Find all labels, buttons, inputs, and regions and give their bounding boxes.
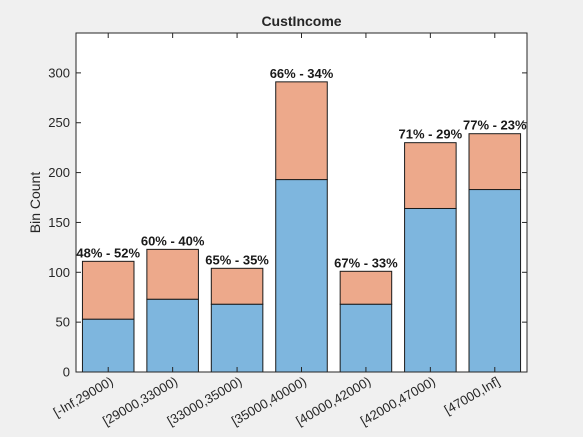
bar-segment-2-7 (468, 133, 522, 191)
y-tick-label-3: 100 (48, 265, 70, 280)
bar-segment-1-7 (468, 189, 522, 373)
y-tick-label-6: 250 (48, 115, 70, 130)
y-axis-ticks: 0 50 100 150 200 250 300 (48, 65, 527, 380)
data-label-3: 65% - 35% (205, 252, 269, 267)
data-label-5: 67% - 33% (334, 255, 398, 270)
bar-segment-1-2 (146, 298, 199, 373)
data-label-4: 66% - 34% (270, 66, 334, 81)
bar-segment-1-5 (339, 303, 393, 373)
chart-title: CustIncome (261, 13, 341, 29)
bar-segment-2-4 (275, 81, 328, 181)
bar-segment-1-6 (404, 207, 457, 373)
y-tick-label-1: 0 (63, 365, 70, 380)
y-tick-label-7: 300 (48, 65, 70, 80)
axes-box (75, 32, 528, 373)
bar-segment-1-4 (275, 179, 328, 373)
bar-segment-1-1 (81, 318, 135, 373)
data-labels-layer: 48% - 52%60% - 40%65% - 35% 66% - 34% 67% … (76, 66, 527, 270)
data-label-2: 60% - 40% (141, 233, 205, 248)
bar-segment-2-5 (339, 270, 393, 305)
y-tick-label-5: 200 (48, 165, 70, 180)
bars-layer (81, 81, 522, 373)
y-tick-label-4: 150 (48, 215, 70, 230)
data-label-6: 71% - 29% (399, 127, 463, 142)
y-tick-label-2: 50 (56, 315, 70, 330)
y-axis-label: Bin Count (27, 172, 43, 234)
bar-segment-2-1 (81, 260, 135, 320)
bar-segment-2-2 (146, 248, 199, 300)
data-label-7: 77% - 23% (463, 118, 527, 133)
bar-segment-1-3 (210, 303, 264, 373)
bar-segment-2-6 (404, 142, 457, 209)
bar-segment-2-3 (210, 267, 264, 305)
data-label-1: 48% - 52% (76, 245, 140, 260)
